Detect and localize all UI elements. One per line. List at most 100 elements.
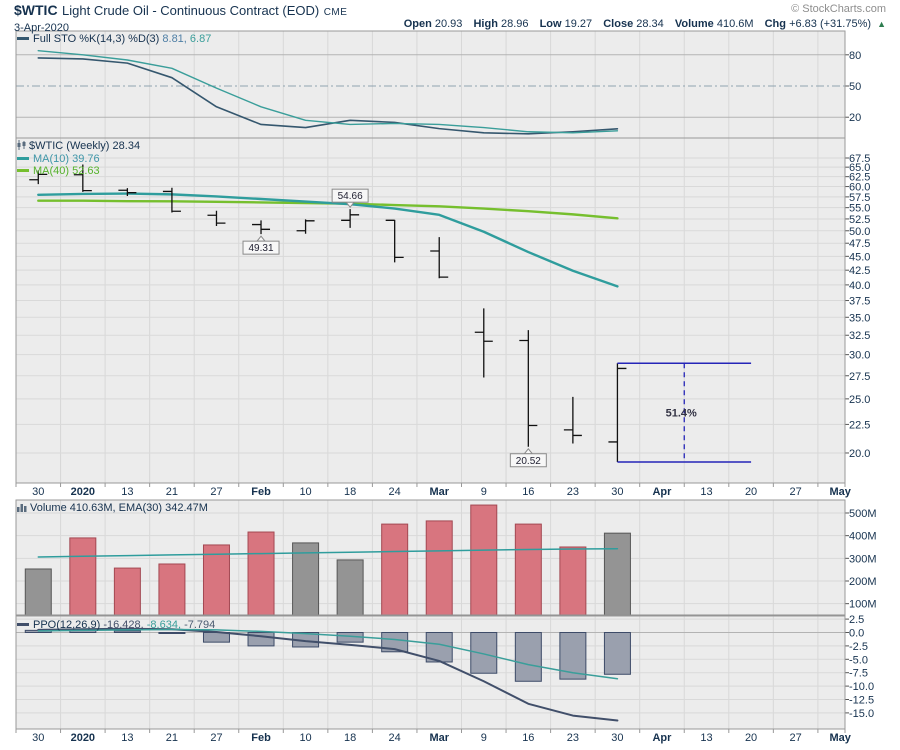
quote-chg-label: Chg — [764, 18, 786, 30]
x-axis-label: Mar — [429, 732, 449, 744]
x-axis-label: 27 — [210, 486, 222, 498]
up-arrow-icon: ▲ — [877, 19, 886, 29]
x-axis-label: Mar — [429, 486, 449, 498]
price-ohlc-bar — [341, 209, 360, 228]
sto-d-line — [37, 49, 619, 134]
x-axis-label: 23 — [567, 732, 579, 744]
ppo-value: -16.428, — [103, 619, 144, 631]
price-panel-border — [15, 137, 846, 484]
volume-bar — [24, 568, 52, 616]
ppo-histogram-bar — [202, 632, 230, 643]
x-axis-label: 16 — [522, 732, 534, 744]
volume-bar — [69, 537, 97, 616]
chart-date: 3-Apr-2020 — [14, 22, 70, 34]
quote-low-label: Low — [539, 18, 562, 30]
quote-chg-value: +6.83 (+31.75%) — [789, 18, 872, 30]
ma10-legend-label: MA(10) 39.76 — [33, 153, 100, 165]
volume-bar — [559, 546, 587, 616]
symbol-label: $WTIC — [14, 2, 58, 18]
x-axis-label: 30 — [611, 486, 623, 498]
ma40-legend-row: MA(40) 52.63 — [17, 165, 140, 177]
quote-close-value: 28.34 — [636, 18, 664, 30]
price-legend-title-row: $WTIC (Weekly) 28.34 — [17, 140, 140, 153]
ppo-histogram-bar — [113, 630, 141, 634]
volume-ytick-label: 500M — [849, 508, 877, 520]
bar-chart-icon — [17, 502, 27, 515]
price-legend-last: 28.34 — [112, 140, 141, 152]
sto-k-value: 8.81, — [162, 33, 187, 45]
ppo-histogram-bar — [514, 632, 542, 682]
price-ohlc-bar — [385, 219, 404, 263]
sto-d-value: 6.87 — [189, 33, 212, 45]
x-axis-label: 30 — [32, 732, 44, 744]
price-ohlc-bar — [207, 210, 226, 226]
price-ohlc-bar — [608, 363, 627, 462]
quote-open-label: Open — [403, 18, 432, 30]
volume-legend: Volume 410.63M, EMA(30) 342.47M — [17, 502, 208, 515]
x-axis-label: 9 — [481, 486, 487, 498]
x-axis-label: 20 — [745, 732, 757, 744]
copyright-label: © StockCharts.com — [791, 3, 886, 15]
ma40-line-swatch — [17, 169, 29, 172]
volume-ema-line — [37, 547, 619, 558]
quote-volume-label: Volume — [674, 18, 714, 30]
x-axis-label: Apr — [652, 732, 672, 744]
volume-bar — [113, 567, 141, 616]
price-ohlc-bar — [430, 237, 449, 279]
ppo-ytick-label: -5.0 — [849, 654, 868, 666]
sto-line-swatch — [17, 37, 29, 40]
volume-bar — [381, 523, 409, 616]
price-ytick-label: 65.0 — [849, 162, 870, 174]
price-ytick-label: 50.0 — [849, 226, 870, 238]
price-ohlc-bar — [519, 330, 538, 447]
ppo-ytick-label: -2.5 — [849, 641, 868, 653]
price-ohlc-bar — [118, 188, 137, 197]
sto-ytick-label: 20 — [849, 112, 861, 124]
x-axis-label: 9 — [481, 732, 487, 744]
price-ohlc-bar — [162, 187, 181, 213]
x-axis-label: 10 — [299, 486, 311, 498]
price-ytick-label: 40.0 — [849, 280, 870, 292]
ppo-legend: PPO(12,26,9) -16.428, -8.634, -7.794 — [17, 619, 215, 631]
sto-legend-title: Full STO %K(14,3) %D(3) — [33, 33, 160, 45]
x-axis-label: 30 — [32, 486, 44, 498]
x-axis-label: 18 — [344, 486, 356, 498]
price-ytick-label: 45.0 — [849, 251, 870, 263]
ppo-histogram-bar — [603, 632, 631, 675]
price-ohlc-bar — [474, 308, 493, 378]
ppo-line-swatch — [17, 623, 29, 626]
volume-bar — [247, 531, 275, 616]
volume-ytick-label: 200M — [849, 576, 877, 588]
sto-ytick-label: 50 — [849, 81, 861, 93]
ppo-ytick-label: -15.0 — [849, 708, 874, 720]
callout-box — [242, 240, 280, 255]
price-ytick-label: 35.0 — [849, 312, 870, 324]
price-panel-background — [16, 138, 845, 483]
volume-legend-label: Volume 410.63M, EMA(30) 342.47M — [30, 502, 208, 514]
volume-ytick-label: 400M — [849, 531, 877, 543]
x-axis-label: 18 — [344, 732, 356, 744]
price-ytick-label: 52.5 — [849, 214, 870, 226]
x-axis-label: 2020 — [71, 486, 95, 498]
price-ytick-label: 22.5 — [849, 419, 870, 431]
ppo-histogram-value: -7.794 — [184, 619, 216, 631]
ppo-ytick-label: -12.5 — [849, 695, 874, 707]
volume-bar — [514, 523, 542, 616]
ppo-histogram-bar — [470, 632, 498, 674]
chart-title: Light Crude Oil - Continuous Contract (E… — [62, 3, 320, 18]
volume-bar — [336, 559, 364, 616]
price-ohlc-bar — [252, 220, 271, 235]
ma40-legend-label: MA(40) 52.63 — [33, 165, 100, 177]
quote-high-label: High — [473, 18, 498, 30]
stochastic-panel-background — [16, 31, 845, 138]
x-axis-label: Feb — [251, 732, 271, 744]
price-ytick-label: 25.0 — [849, 394, 870, 406]
ppo-panel-border — [15, 615, 846, 730]
ppo-ytick-label: -10.0 — [849, 681, 874, 693]
sto-k-line — [37, 57, 619, 135]
chart-header: $WTIC Light Crude Oil - Continuous Contr… — [14, 2, 886, 34]
volume-bar — [292, 542, 320, 616]
x-axis-label: 24 — [389, 486, 401, 498]
stochastic-legend: Full STO %K(14,3) %D(3) 8.81, 6.87 — [17, 33, 211, 45]
callout-box — [331, 188, 369, 203]
